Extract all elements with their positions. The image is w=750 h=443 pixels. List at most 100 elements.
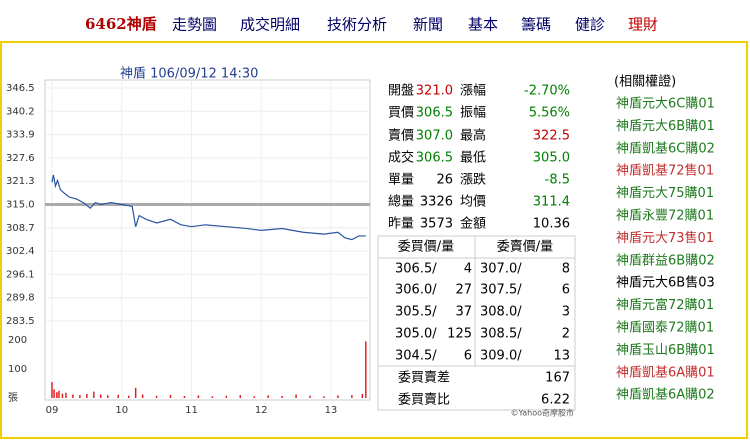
- summary-value: 167: [545, 371, 570, 386]
- ask-volume: 3: [562, 305, 570, 320]
- warrant-link[interactable]: 神盾國泰72購01: [616, 321, 714, 336]
- quote-label: 單量: [388, 173, 414, 188]
- y-tick-label: 327.6: [6, 153, 35, 164]
- y-tick-label: 315.0: [6, 200, 35, 211]
- warrant-link[interactable]: 神盾元富72購01: [616, 297, 714, 313]
- summary-label: 委買賣差: [398, 371, 450, 386]
- quote-label: 最高: [460, 128, 486, 144]
- bid-price: 306.5/: [395, 262, 437, 277]
- nav-link[interactable]: 基本: [468, 16, 498, 34]
- ask-volume: 8: [562, 262, 570, 277]
- quote-value: 321.0: [416, 84, 453, 99]
- quote-value: 306.5: [416, 106, 453, 121]
- warrant-link[interactable]: 神盾元大73售01: [616, 230, 714, 246]
- credit: ©Yahoo奇摩股市: [510, 408, 574, 418]
- ask-price: 309.0/: [480, 349, 522, 364]
- nav-link[interactable]: 理財: [628, 16, 658, 34]
- nav-link[interactable]: 籌碼: [521, 16, 551, 34]
- bid-volume: 125: [447, 327, 472, 342]
- quote-value: -2.70%: [524, 84, 570, 99]
- quote-value: 322.5: [533, 129, 570, 144]
- quote-value: 3326: [420, 195, 453, 210]
- bid-price: 304.5/: [395, 349, 437, 364]
- quote-label: 振幅: [460, 106, 486, 121]
- warrant-link[interactable]: 神盾玉山6B購01: [616, 343, 715, 358]
- ask-price: 307.5/: [480, 283, 522, 298]
- y-tick-label: 321.3: [6, 176, 35, 187]
- price-line: [51, 174, 366, 241]
- quote-label: 總量: [388, 194, 414, 210]
- warrant-link[interactable]: 神盾元大6B購01: [616, 119, 715, 134]
- orderbook-header: 委買價/量: [398, 240, 454, 255]
- quote-label: 開盤: [388, 84, 414, 99]
- y-tick-label: 302.4: [6, 246, 35, 257]
- ask-volume: 2: [562, 327, 570, 342]
- quote-label: 最低: [460, 151, 486, 166]
- nav-link[interactable]: 健診: [575, 16, 605, 34]
- nav-link[interactable]: 成交明細: [240, 16, 300, 34]
- quote-value: 5.56%: [529, 106, 570, 121]
- nav-link[interactable]: 新聞: [413, 16, 443, 34]
- quote-value: 311.4: [533, 195, 570, 210]
- x-tick-label: 12: [255, 405, 268, 416]
- orderbook-box: [377, 235, 576, 411]
- warrant-link[interactable]: 神盾凱基6A購02: [616, 388, 715, 403]
- quote-label: 成交: [388, 150, 414, 166]
- warrant-link[interactable]: 神盾元大6B售03: [616, 275, 715, 291]
- quote-value: -8.5: [545, 173, 570, 188]
- orderbook-header: 委賣價/量: [497, 240, 553, 255]
- warrant-link[interactable]: 神盾凱基72售01: [616, 163, 714, 179]
- warrant-link[interactable]: 神盾凱基6C購02: [616, 141, 715, 156]
- panel-border: [0, 41, 748, 439]
- warrant-link[interactable]: 神盾永豐72購01: [616, 209, 714, 224]
- quote-value: 3573: [420, 217, 453, 232]
- quote-value: 307.0: [416, 129, 453, 144]
- bid-price: 306.0/: [395, 283, 437, 298]
- x-tick-label: 10: [115, 405, 128, 416]
- x-tick-label: 09: [46, 405, 59, 416]
- x-tick-label: 11: [185, 405, 198, 416]
- quote-label: 賣價: [388, 129, 414, 144]
- volume-tick-label: 200: [8, 335, 27, 346]
- summary-label: 委買賣比: [398, 393, 450, 408]
- bid-volume: 6: [464, 349, 472, 364]
- x-tick-label: 13: [325, 405, 338, 416]
- bid-price: 305.0/: [395, 327, 437, 342]
- quote-label: 漲幅: [460, 84, 486, 99]
- chart-title: 神盾 106/09/12 14:30: [120, 67, 258, 82]
- y-tick-label: 289.8: [6, 293, 35, 304]
- warrant-link[interactable]: 神盾群益6B購02: [616, 253, 715, 268]
- nav-link[interactable]: 走勢圖: [172, 16, 217, 34]
- warrant-link[interactable]: 神盾元大6C購01: [616, 97, 715, 112]
- warrants-title: (相關權證): [614, 74, 676, 90]
- quote-value: 306.5: [416, 151, 453, 166]
- warrant-link[interactable]: 神盾凱基6A購01: [616, 365, 715, 380]
- bid-volume: 27: [455, 283, 472, 298]
- ask-volume: 6: [562, 283, 570, 298]
- ask-price: 307.0/: [480, 262, 522, 277]
- quote-value: 26: [436, 173, 453, 188]
- bid-price: 305.5/: [395, 305, 437, 320]
- nav-link[interactable]: 技術分析: [327, 16, 387, 34]
- y-tick-label: 296.1: [6, 269, 35, 280]
- volume-tick-label: 100: [8, 364, 27, 375]
- ask-price: 308.5/: [480, 327, 522, 342]
- bid-volume: 37: [455, 305, 472, 320]
- y-tick-label: 308.7: [6, 223, 35, 234]
- quote-label: 金額: [460, 216, 486, 232]
- summary-value: 6.22: [541, 393, 570, 408]
- ask-volume: 13: [553, 349, 570, 364]
- stock-name[interactable]: 6462神盾: [85, 15, 157, 33]
- y-tick-label: 333.9: [6, 130, 35, 141]
- plot-frame: [44, 79, 371, 401]
- volume-tick-label: 張: [8, 392, 18, 404]
- warrant-link[interactable]: 神盾元大75購01: [616, 186, 714, 201]
- y-tick-label: 346.5: [6, 83, 35, 94]
- y-tick-label: 340.2: [6, 106, 35, 117]
- quote-value: 305.0: [533, 151, 570, 166]
- y-tick-label: 283.5: [6, 316, 35, 327]
- quote-value: 10.36: [533, 217, 570, 232]
- quote-label: 買價: [388, 106, 414, 121]
